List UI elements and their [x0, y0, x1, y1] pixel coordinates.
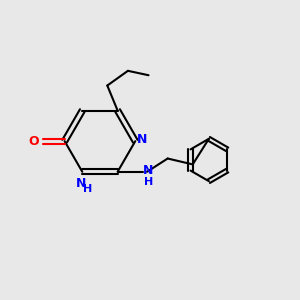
- Text: H: H: [83, 184, 92, 194]
- Text: N: N: [143, 164, 154, 177]
- Text: N: N: [76, 177, 86, 190]
- Text: N: N: [137, 133, 147, 146]
- Text: O: O: [28, 135, 39, 148]
- Text: H: H: [145, 177, 154, 187]
